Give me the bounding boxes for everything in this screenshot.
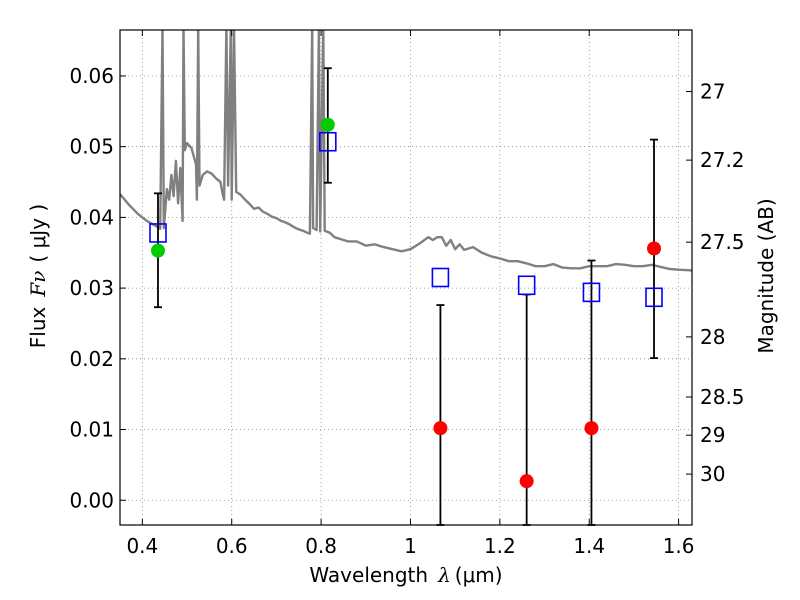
x-tick-label: 1.6 — [663, 534, 695, 558]
observed-point — [519, 474, 534, 489]
x-tick-label: 0.6 — [216, 534, 248, 558]
y-tick-label: 0.01 — [69, 418, 114, 442]
y-tick-label: 0.06 — [69, 64, 114, 88]
observed-point — [584, 421, 599, 436]
right-tick-label: 27.5 — [700, 230, 745, 254]
model-photometry-point — [645, 287, 663, 308]
right-tick-label: 27 — [700, 80, 725, 104]
model-photometry-point — [431, 267, 450, 288]
x-tick-label: 0.4 — [126, 534, 158, 558]
right-tick-label: 30 — [700, 462, 725, 486]
right-tick-label: 29 — [700, 423, 725, 447]
grid-lines — [120, 30, 692, 525]
model-photometry-point — [582, 282, 601, 303]
y-tick-label: 0.04 — [69, 205, 114, 229]
y-tick-label: 0.05 — [69, 135, 114, 159]
plot-area — [120, 30, 692, 526]
observed-point — [150, 243, 165, 258]
observed-point — [320, 117, 335, 132]
x-axis-label: Wavelength λ (μm) — [309, 563, 502, 587]
plot-frame — [119, 29, 693, 526]
right-tick-label: 28.5 — [700, 385, 745, 409]
model-spectrum-line — [120, 30, 692, 272]
observed-point — [433, 421, 448, 436]
y-axis-right: 27 27.2 27.5 28 28.5 29 30 — [686, 80, 745, 486]
y-axis-right-label: Magnitude (AB) — [754, 198, 778, 353]
y-axis-label: FluxFν( μJy ) — [26, 204, 50, 348]
y-tick-label: 0.03 — [69, 276, 114, 300]
model-photometry-point — [517, 275, 536, 296]
y-tick-label: 0.00 — [69, 488, 114, 512]
y-tick-label: 0.02 — [69, 347, 114, 371]
right-tick-label: 28 — [700, 325, 725, 349]
observed-point — [647, 241, 662, 256]
x-tick-label: 1 — [404, 534, 417, 558]
right-tick-label: 27.2 — [700, 148, 745, 172]
x-tick-label: 1.2 — [484, 534, 516, 558]
x-tick-label: 1.4 — [573, 534, 605, 558]
x-tick-label: 0.8 — [305, 534, 337, 558]
y-axis-left: 0.00 0.01 0.02 0.03 0.04 0.05 0.06 — [69, 64, 126, 512]
x-axis: 0.4 0.6 0.8 1 1.2 1.4 1.6 — [126, 30, 695, 558]
model-photometry-point — [149, 223, 167, 243]
model-photometry-point — [318, 131, 337, 152]
